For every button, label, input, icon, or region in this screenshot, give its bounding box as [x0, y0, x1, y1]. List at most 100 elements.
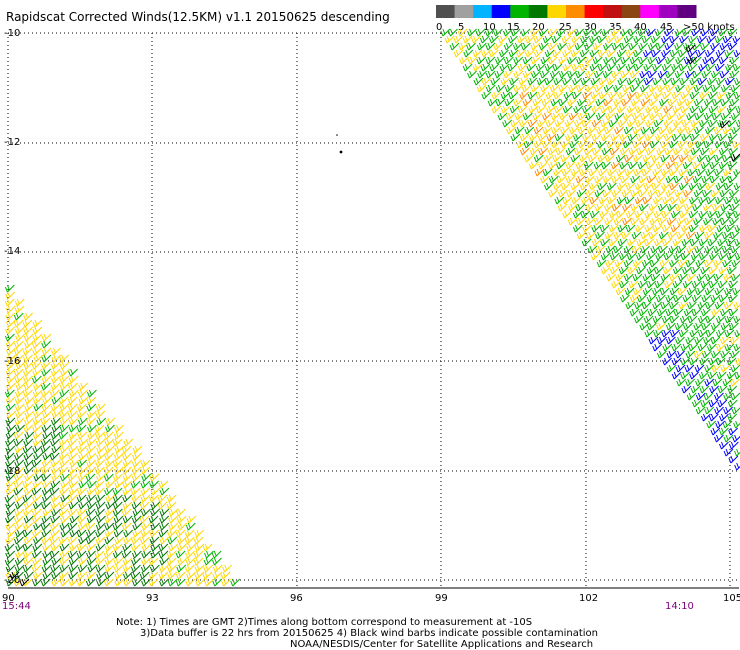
wind-barb — [122, 543, 133, 552]
wind-barb — [730, 153, 740, 162]
wind-barb — [626, 252, 637, 261]
wind-barb — [159, 487, 170, 496]
wind-barb — [184, 536, 195, 545]
wind-barb — [186, 543, 196, 552]
wind-barb — [698, 371, 709, 380]
wind-barb — [720, 308, 730, 317]
wind-barb — [634, 182, 645, 191]
wind-barb — [23, 375, 34, 384]
wind-barb — [614, 112, 625, 121]
wind-barb — [23, 522, 33, 531]
wind-barb — [202, 571, 213, 580]
wind-barb — [708, 133, 719, 142]
wind-barb — [150, 543, 161, 552]
wind-barb — [105, 501, 116, 510]
wind-barb — [552, 63, 563, 72]
wind-barb — [13, 431, 24, 440]
wind-barb — [588, 168, 599, 177]
wind-barb — [67, 536, 78, 545]
wind-barb — [622, 217, 632, 226]
wind-barb — [677, 49, 688, 58]
wind-barb — [718, 266, 729, 275]
wind-barb — [626, 77, 637, 86]
wind-barb — [15, 550, 25, 559]
wind-barb — [621, 231, 632, 240]
wind-barb — [708, 399, 719, 408]
wind-barb — [60, 368, 70, 377]
wind-barb — [586, 231, 597, 240]
wind-barb — [605, 154, 615, 163]
wind-barb — [139, 571, 150, 580]
wind-barb — [681, 385, 692, 394]
wind-barb — [104, 452, 114, 461]
wind-barb — [658, 112, 668, 121]
wind-barb — [724, 329, 735, 338]
wind-barb — [705, 168, 716, 177]
wind-barb — [653, 329, 664, 338]
wind-barb — [159, 508, 170, 517]
legend-swatch — [566, 5, 586, 18]
wind-barb — [597, 154, 608, 163]
wind-barb — [606, 140, 616, 149]
wind-barb — [565, 133, 575, 142]
wind-barb — [175, 578, 186, 587]
wind-barb — [5, 487, 16, 496]
wind-barb — [724, 196, 734, 205]
wind-barb — [50, 529, 60, 538]
wind-barb — [641, 140, 652, 149]
wind-barb — [32, 494, 42, 503]
wind-barb — [96, 515, 106, 524]
wind-barb — [528, 161, 539, 170]
wind-barb — [706, 77, 717, 86]
wind-barb — [495, 84, 506, 93]
legend-tick-label: 25 — [559, 22, 572, 33]
wind-barb — [567, 70, 578, 79]
wind-barb — [159, 515, 170, 524]
wind-barb — [103, 466, 114, 475]
wind-barb — [602, 70, 613, 79]
wind-barb — [669, 154, 680, 163]
wind-barb — [449, 42, 460, 51]
wind-barb — [728, 441, 739, 450]
wind-barb — [559, 112, 569, 121]
wind-barb — [87, 424, 97, 433]
wind-barb — [184, 529, 195, 538]
wind-barb — [637, 280, 648, 289]
wind-barb — [627, 133, 638, 142]
wind-barb — [557, 189, 568, 198]
wind-barb — [687, 49, 698, 58]
wind-barb — [700, 28, 711, 37]
wind-barb — [695, 378, 705, 387]
wind-barb — [175, 529, 186, 538]
wind-barb — [168, 543, 179, 552]
wind-barb — [122, 487, 133, 496]
wind-barb — [694, 336, 705, 345]
wind-barb — [538, 147, 549, 156]
wind-barb — [23, 333, 34, 342]
wind-barb — [123, 536, 134, 545]
wind-barb — [634, 91, 645, 100]
wind-barb — [525, 35, 535, 44]
wind-barb — [712, 203, 722, 212]
wind-barb — [665, 161, 676, 170]
wind-barb — [4, 389, 15, 398]
wind-barb — [728, 308, 739, 317]
wind-barb — [22, 389, 33, 398]
wind-barb — [674, 70, 685, 79]
wind-barb — [664, 280, 674, 289]
wind-barb — [96, 417, 107, 426]
wind-barb — [651, 182, 662, 191]
wind-barb — [724, 77, 735, 86]
wind-barb — [681, 133, 692, 142]
wind-barb — [5, 508, 16, 517]
wind-barb — [221, 578, 232, 587]
wind-barb — [604, 126, 614, 135]
wind-barb — [605, 245, 616, 254]
wind-barb — [4, 333, 15, 342]
wind-barb — [675, 350, 685, 359]
wind-barb — [558, 56, 569, 65]
wind-barb — [677, 140, 688, 149]
wind-barb — [675, 203, 685, 212]
wind-barb — [572, 210, 583, 219]
wind-barb — [638, 56, 648, 65]
